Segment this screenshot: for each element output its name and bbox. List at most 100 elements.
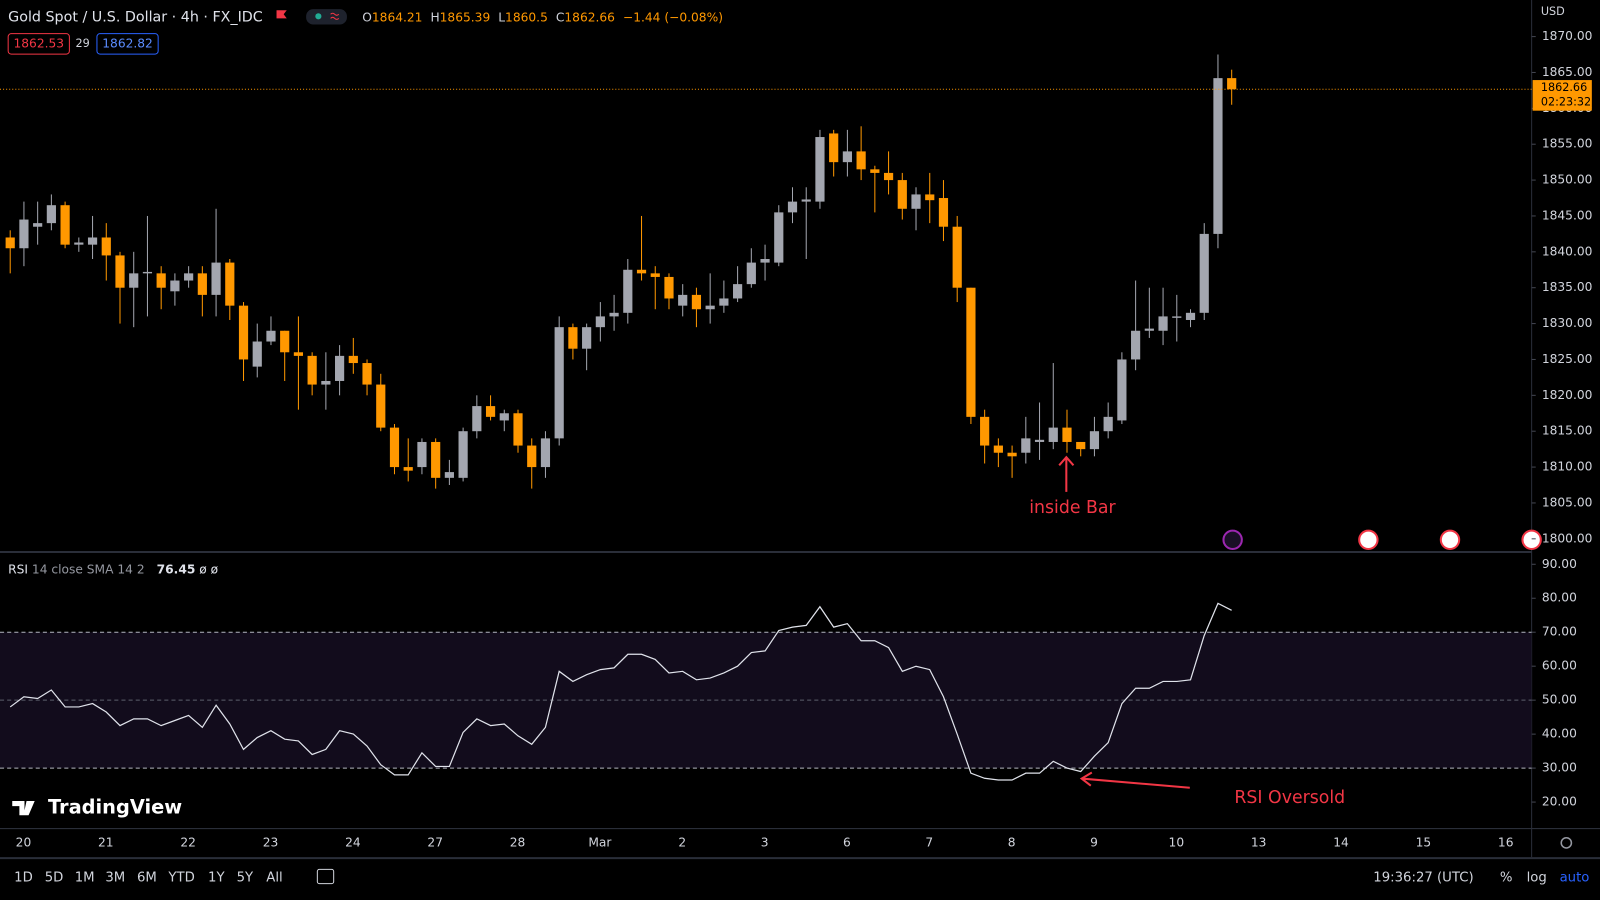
range-button[interactable]: 1Y — [208, 871, 225, 886]
candle-body — [417, 441, 427, 468]
symbol-title: Gold Spot / U.S. Dollar · 4h · FX_IDC — [8, 9, 263, 25]
x-tick-label: Mar — [588, 835, 612, 849]
range-button[interactable]: 6M — [137, 871, 157, 886]
candle-body — [1172, 316, 1182, 318]
candle-body — [335, 355, 345, 381]
candle-body — [925, 194, 935, 201]
ask-box[interactable] — [96, 33, 159, 55]
x-tick-label: 3 — [761, 835, 769, 849]
candle-body — [1199, 233, 1209, 313]
x-tick-label: 13 — [1251, 835, 1267, 849]
date-range-button[interactable] — [316, 868, 335, 885]
candle-body — [33, 223, 43, 227]
ohlc-legend: O1864.21 H1865.39 L1860.5 C1862.66 −1.44… — [362, 10, 723, 24]
range-button[interactable]: 5D — [45, 871, 64, 886]
spread: 29 — [76, 37, 90, 50]
x-tick-label: 23 — [263, 835, 279, 849]
candle-body — [403, 467, 413, 471]
range-button[interactable]: 1M — [75, 871, 95, 886]
clock: 19:36:27 (UTC) — [1373, 871, 1473, 886]
x-tick-label: 8 — [1008, 835, 1016, 849]
ohlc-value: 1862.66 — [564, 10, 615, 24]
change: −1.44 (−0.08%) — [623, 10, 723, 24]
y-tick-label: 60.00 — [1542, 659, 1577, 673]
candle-body — [540, 438, 551, 468]
logo-icon — [12, 801, 35, 816]
y-tick-label: 90.00 — [1542, 557, 1577, 571]
ohlc-value: 1860.5 — [505, 10, 548, 24]
candle-body — [1062, 427, 1072, 442]
candle-body — [1076, 441, 1086, 450]
candle-body — [170, 280, 180, 292]
candle-body — [197, 273, 207, 295]
y-tick-label: 1870.00 — [1542, 29, 1593, 43]
x-tick-label: 16 — [1498, 835, 1514, 849]
y-tick-label: 1815.00 — [1542, 424, 1593, 438]
rsi-line — [9, 602, 1232, 781]
candle-body — [636, 269, 647, 274]
candle-body — [431, 441, 441, 478]
last-price-label: 1862.66 — [1541, 81, 1587, 94]
candle-body — [691, 294, 702, 310]
currency[interactable]: USD — [1541, 5, 1565, 18]
settings-icon[interactable] — [1560, 836, 1573, 849]
range-button[interactable]: 5Y — [237, 871, 254, 886]
candle-body — [883, 172, 894, 181]
x-tick-label: 14 — [1333, 835, 1349, 849]
x-tick-label: 9 — [1090, 835, 1098, 849]
y-tick-label: 1825.00 — [1542, 352, 1593, 366]
candle-body — [46, 205, 56, 224]
ohlc-value: 1864.21 — [372, 10, 423, 24]
candle-body — [870, 169, 880, 173]
candle-body — [664, 276, 674, 299]
candle-body — [293, 352, 304, 356]
candle-body — [238, 305, 249, 360]
y-tick-label: 40.00 — [1542, 727, 1577, 741]
bid-box[interactable] — [7, 33, 70, 55]
event-icon[interactable] — [1521, 529, 1542, 550]
inside-bar-arrow — [1058, 455, 1075, 492]
y-tick-label: 30.00 — [1542, 761, 1577, 775]
candle-body — [1117, 359, 1127, 421]
range-button[interactable]: 1D — [14, 871, 33, 886]
candle-body — [1227, 78, 1237, 90]
candle-body — [746, 262, 756, 285]
y-tick-label: 1845.00 — [1542, 208, 1593, 222]
candle-body — [321, 380, 331, 385]
candle-body — [568, 327, 578, 349]
range-button[interactable]: 3M — [105, 871, 125, 886]
candle-body — [115, 255, 125, 288]
candle-body — [129, 273, 139, 288]
candle-body — [897, 180, 907, 209]
y-tick-label: 70.00 — [1542, 625, 1577, 639]
y-tick-label: 1800.00 — [1542, 531, 1593, 545]
event-icon[interactable] — [1358, 529, 1379, 550]
candle-body — [1131, 330, 1141, 360]
rsi-suffix: ø ø — [199, 562, 218, 576]
y-tick-label: 20.00 — [1542, 795, 1577, 809]
bid-price[interactable]: 1862.53 — [13, 36, 64, 50]
y-tick-label: 1865.00 — [1542, 65, 1593, 79]
candle-body — [595, 316, 605, 328]
annotation: RSI Oversold — [1234, 788, 1345, 808]
candle-body — [582, 327, 592, 349]
x-tick-label: 28 — [510, 835, 526, 849]
scale-option[interactable]: log — [1527, 871, 1547, 886]
candle-body — [1213, 78, 1223, 234]
y-tick-label: 1805.00 — [1542, 495, 1593, 509]
candle-body — [485, 406, 496, 417]
candle-body — [19, 219, 29, 249]
range-button[interactable]: All — [266, 871, 282, 886]
event-icon[interactable] — [1222, 529, 1243, 550]
candle-body — [211, 262, 221, 295]
candle-body — [389, 427, 400, 468]
ohlc-prefix: C — [556, 10, 565, 24]
candle-body — [815, 137, 825, 202]
event-icon[interactable] — [1439, 529, 1461, 550]
candle-body — [801, 199, 811, 202]
range-button[interactable]: YTD — [167, 871, 194, 886]
scale-option[interactable]: auto — [1560, 871, 1590, 886]
y-tick-label: 1810.00 — [1542, 460, 1593, 474]
scale-option[interactable]: % — [1500, 871, 1513, 886]
ask-price[interactable]: 1862.82 — [102, 36, 153, 50]
